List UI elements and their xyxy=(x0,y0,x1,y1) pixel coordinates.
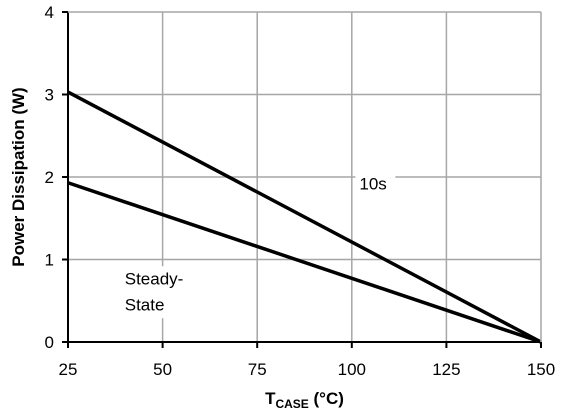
grid-lines xyxy=(68,12,541,342)
x-axis-title-unit: (°C) xyxy=(309,389,344,408)
x-tick-label-100: 100 xyxy=(338,360,366,379)
y-tick-label-3: 3 xyxy=(45,86,54,105)
y-tick-label-4: 4 xyxy=(45,3,54,22)
annotation-0-backdrop xyxy=(355,171,396,200)
x-tick-label-75: 75 xyxy=(248,360,267,379)
y-tick-labels: 0 1 2 3 4 xyxy=(45,3,54,352)
series-line-0 xyxy=(67,90,542,344)
annotation-0-line-0: 10s xyxy=(359,174,386,193)
y-tick-label-0: 0 xyxy=(45,333,54,352)
y-axis-title: Power Dissipation (W) xyxy=(9,87,28,266)
y-tick-label-2: 2 xyxy=(45,168,54,187)
x-tick-label-150: 150 xyxy=(527,360,555,379)
x-axis-title-main: T xyxy=(265,389,276,408)
x-tick-labels: 25 50 75 100 125 150 xyxy=(59,360,556,379)
x-tick-label-50: 50 xyxy=(153,360,172,379)
y-tick-label-1: 1 xyxy=(45,251,54,270)
x-tick-label-125: 125 xyxy=(432,360,460,379)
annotation-1-line-1: State xyxy=(125,295,165,314)
annotation-1: Steady- State xyxy=(120,266,203,319)
annotation-1-line-0: Steady- xyxy=(125,269,184,288)
annotation-1-backdrop xyxy=(120,266,203,319)
annotation-0: 10s xyxy=(355,171,396,200)
series-lines xyxy=(67,90,542,344)
annotations: 10s Steady- State xyxy=(120,171,396,319)
x-axis-title-subscript: CASE xyxy=(275,397,308,411)
series-line-1 xyxy=(67,181,542,344)
x-axis-title: TCASE (°C) xyxy=(265,389,344,411)
x-tick-label-25: 25 xyxy=(59,360,78,379)
plot-frame xyxy=(62,11,542,348)
